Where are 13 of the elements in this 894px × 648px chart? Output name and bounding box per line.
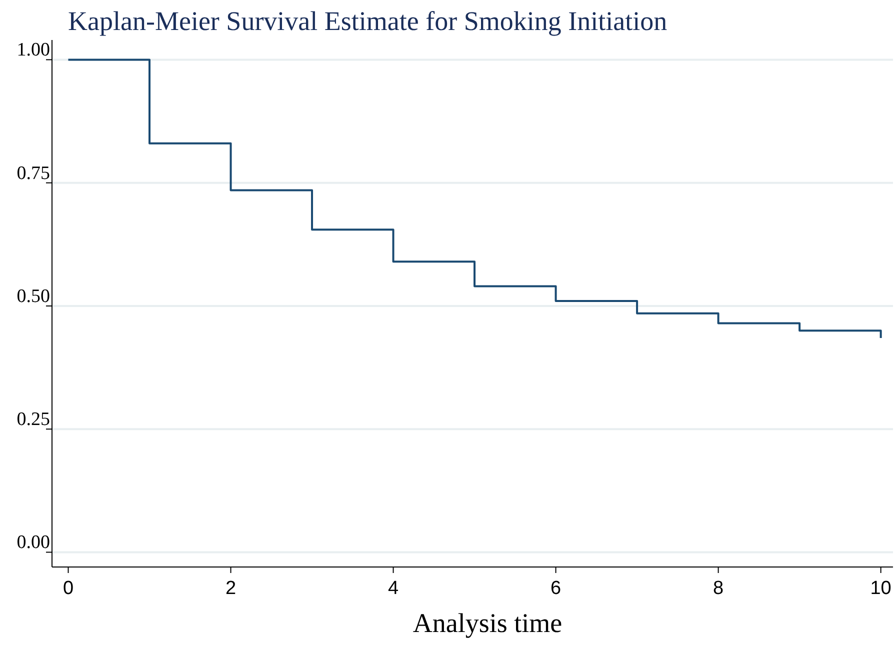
x-tick-label: 10	[870, 578, 892, 599]
y-tick-label: 0.25	[16, 409, 50, 430]
y-tick-label: 0.75	[16, 162, 50, 184]
x-tick-label: 8	[713, 578, 724, 599]
x-tick-label: 4	[388, 578, 399, 599]
y-tick-label: 0.00	[16, 532, 50, 554]
x-tick-label: 6	[550, 578, 562, 599]
x-axis-title: Analysis time	[412, 608, 562, 638]
y-tick-label: 1.00	[16, 40, 50, 61]
x-tick-label: 0	[62, 578, 74, 599]
chart-title: Kaplan-Meier Survival Estimate for Smoking Initiation	[68, 6, 668, 36]
x-tick-label: 2	[225, 578, 236, 599]
y-tick-label: 0.50	[16, 286, 50, 307]
